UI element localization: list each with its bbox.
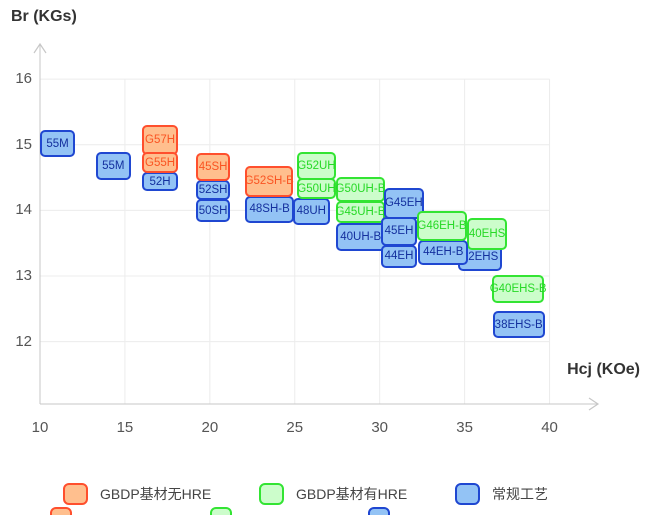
legend-swatch-conventional <box>455 483 480 505</box>
x-tick-label-40: 40 <box>541 419 558 436</box>
legend-label-conventional: 常规工艺 <box>492 486 548 502</box>
y-tick-label-15: 15 <box>15 135 32 153</box>
grade-box-G50UH-B[interactable]: G50UH-B <box>336 176 385 202</box>
legend-swatch-gbdp_hre <box>259 483 284 505</box>
grade-box-44EH[interactable]: 44EH <box>381 244 417 268</box>
legend-label-gbdp_hre: GBDP基材有HRE <box>296 486 408 502</box>
grade-box-G52SH-B[interactable]: G52SH-B <box>245 166 294 197</box>
x-axis-title: Hcj (KOe) <box>567 361 640 378</box>
grade-box-45EH[interactable]: 45EH <box>381 217 417 246</box>
legend-item-gbdp_no_hre[interactable]: GBDP基材无HRE <box>63 483 211 505</box>
x-axis-arrow-icon <box>588 397 600 411</box>
grade-box-52H[interactable]: 52H <box>141 171 179 192</box>
legend-swatch-gbdp_no_hre <box>63 483 88 505</box>
y-tick-label-13: 13 <box>15 267 32 285</box>
grade-box-55M[interactable]: 55M <box>40 130 75 158</box>
x-tick-label-20: 20 <box>201 419 219 436</box>
grade-box-40UH-B[interactable]: 40UH-B <box>335 222 386 252</box>
legend-swatch-partial-conventional[interactable] <box>368 507 390 515</box>
x-tick-label-10: 10 <box>31 419 49 436</box>
legend-item-conventional[interactable]: 常规工艺 <box>455 483 548 505</box>
grade-box-40EHS[interactable]: 40EHS <box>466 217 508 250</box>
legend-item-gbdp_hre[interactable]: GBDP基材有HRE <box>259 483 407 505</box>
y-tick-label-14: 14 <box>15 201 32 219</box>
grade-box-48UH[interactable]: 48UH <box>292 197 330 225</box>
grade-box-48SH-B[interactable]: 48SH-B <box>245 196 295 223</box>
grade-box-50SH[interactable]: 50SH <box>196 199 231 223</box>
x-tick-label-25: 25 <box>286 419 304 436</box>
legend-swatch-partial-gbdp_no_hre[interactable] <box>50 507 72 515</box>
y-axis-arrow-icon <box>33 42 47 54</box>
grade-box-G45EH[interactable]: G45EH <box>383 188 424 219</box>
x-tick-label-35: 35 <box>456 419 473 436</box>
grade-box-44EH-B[interactable]: 44EH-B <box>418 239 469 265</box>
x-tick-label-30: 30 <box>371 419 389 436</box>
grade-box-G40EHS-B[interactable]: G40EHS-B <box>490 274 547 303</box>
grade-box-G50UH[interactable]: G50UH <box>296 178 337 200</box>
grade-box-G57H[interactable]: G57H <box>141 125 179 155</box>
grade-box-45SH[interactable]: 45SH <box>196 153 231 182</box>
y-tick-label-16: 16 <box>15 70 32 88</box>
y-tick-label-12: 12 <box>15 332 32 350</box>
grade-box-52SH[interactable]: 52SH <box>196 180 231 200</box>
x-tick-label-15: 15 <box>116 419 134 436</box>
y-axis-title: Br (KGs) <box>11 8 77 25</box>
grade-box-38EHS-B[interactable]: 38EHS-B <box>492 310 545 339</box>
grade-box-G46EH-B[interactable]: G46EH-B <box>417 211 467 242</box>
grade-box-G52UH[interactable]: G52UH <box>296 152 337 181</box>
legend-label-gbdp_no_hre: GBDP基材无HRE <box>100 486 212 502</box>
grade-box-G45UH-B[interactable]: G45UH-B <box>336 201 385 224</box>
grade-box-55M[interactable]: 55M <box>96 152 131 180</box>
grade-box-G55H[interactable]: G55H <box>141 152 179 173</box>
legend-swatch-partial-gbdp_hre[interactable] <box>210 507 232 515</box>
